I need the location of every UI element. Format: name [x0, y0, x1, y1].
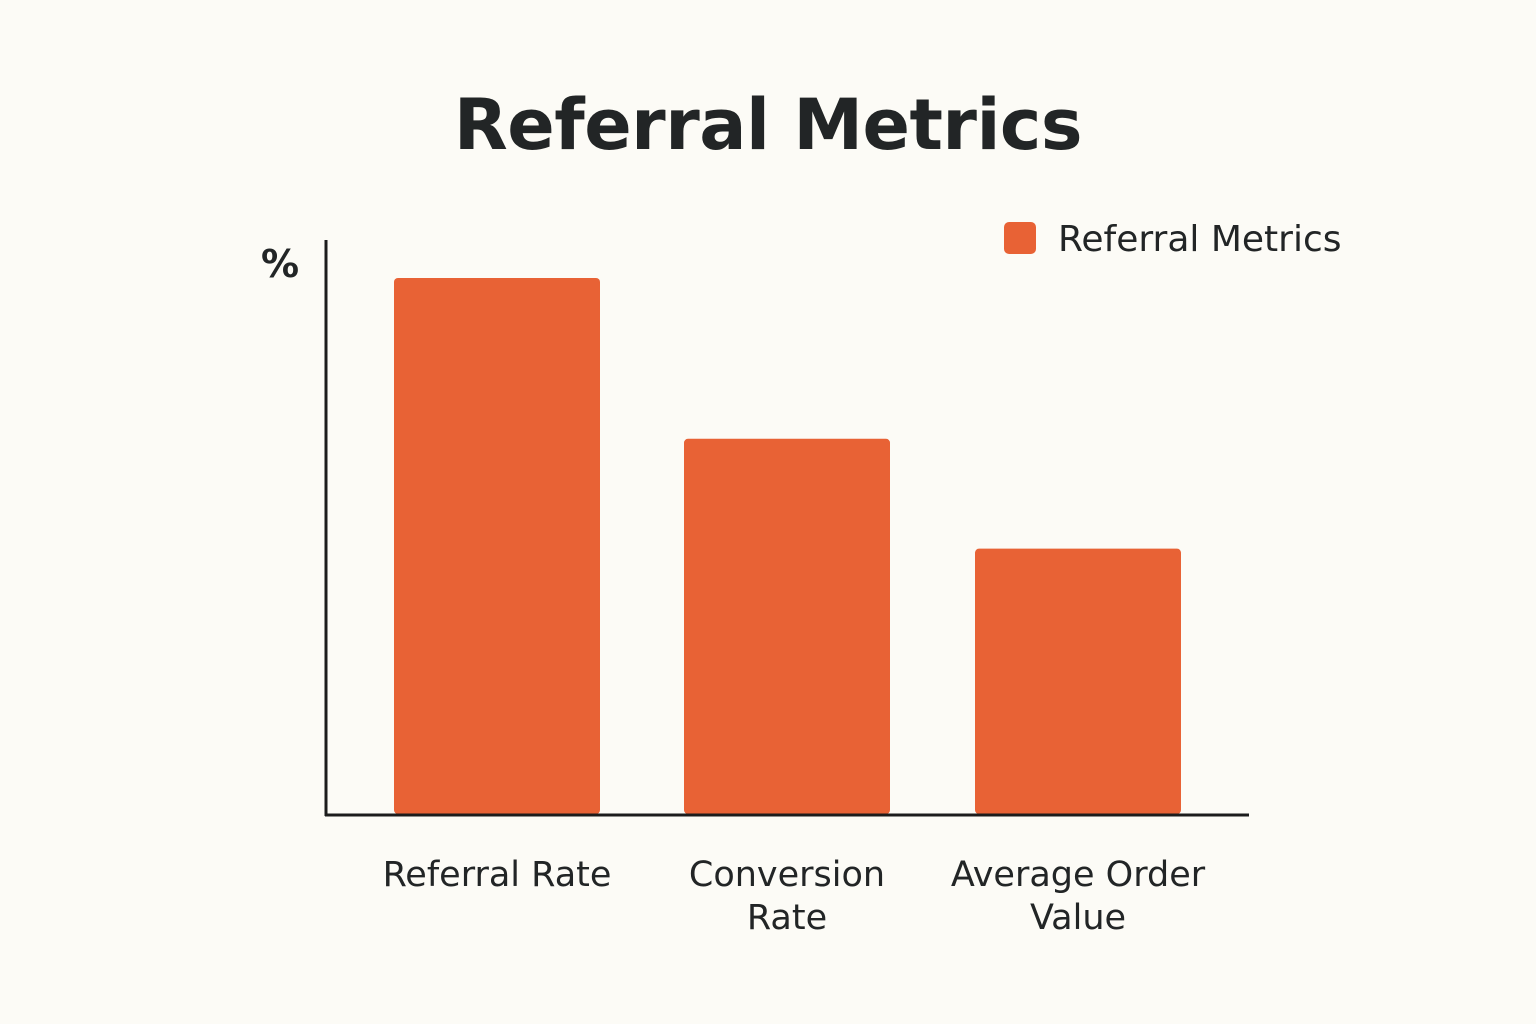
x-tick-label: Conversion Rate — [689, 855, 885, 938]
x-tick-label-line: Referral Rate — [383, 855, 612, 895]
x-tick-label-line: Average Order — [951, 855, 1206, 895]
bar-referral-rate — [394, 278, 600, 814]
legend: Referral Metrics — [1004, 219, 1342, 260]
y-axis-label: % — [261, 242, 299, 286]
x-tick-labels: Referral Rate Conversion Rate Average Order… — [383, 855, 1206, 938]
x-tick-label-line: Rate — [747, 898, 827, 938]
x-tick-label-line: Conversion — [689, 855, 885, 895]
legend-label: Referral Metrics — [1058, 219, 1342, 260]
chart-title: Referral Metrics — [453, 84, 1083, 166]
x-tick-label: Referral Rate — [383, 855, 612, 895]
x-tick-label: Average Order Value — [951, 855, 1206, 938]
legend-swatch — [1004, 222, 1036, 254]
bars-group — [394, 278, 1181, 814]
x-tick-label-line: Value — [1030, 898, 1126, 938]
bar-conversion-rate — [684, 438, 890, 814]
bar-average-order-value — [975, 548, 1181, 814]
